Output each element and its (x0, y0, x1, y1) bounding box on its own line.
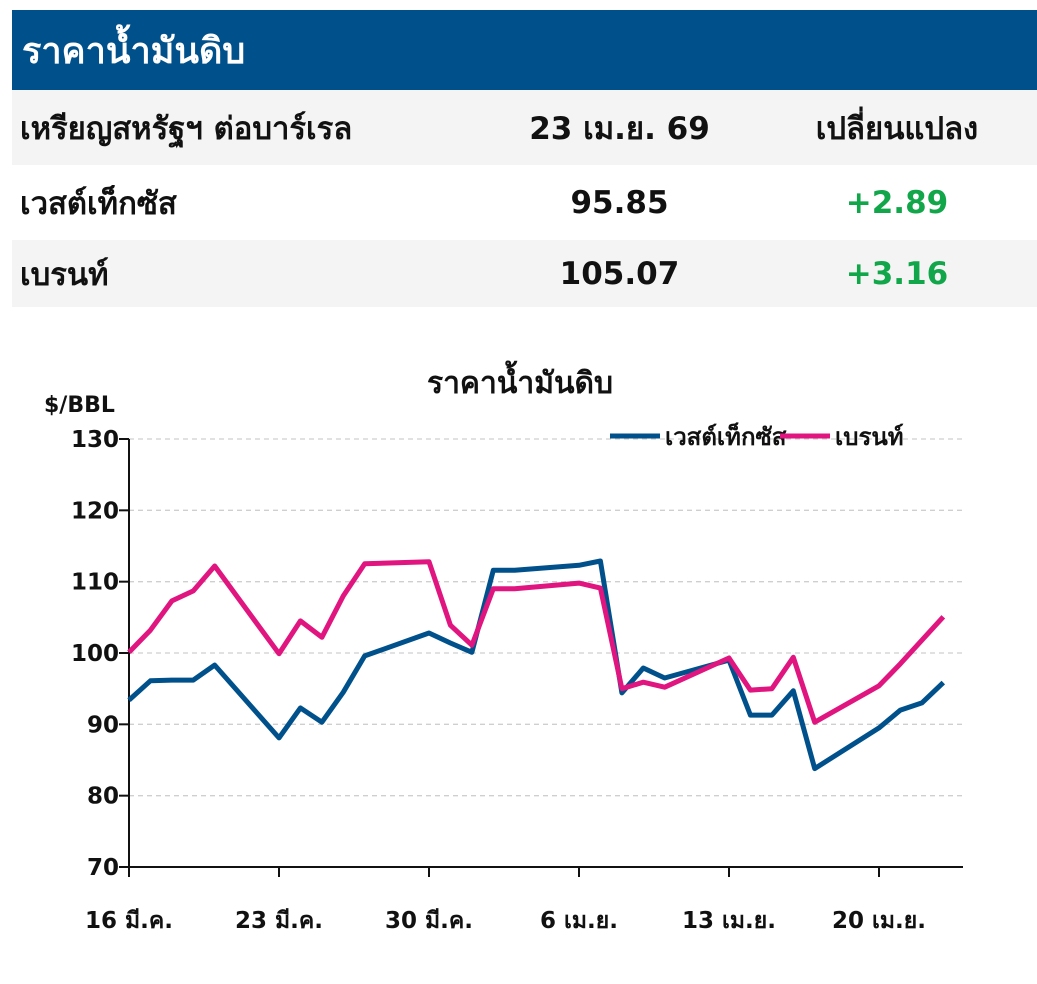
y-tick-label: 120 (71, 498, 119, 524)
oil-change: +2.89 (845, 184, 949, 221)
x-tick-label: 30 มี.ค. (385, 908, 473, 934)
y-tick-label: 80 (87, 784, 119, 810)
oil-name: เบรนท์ (20, 256, 109, 293)
legend-label: เวสต์เท็กซัส (665, 422, 787, 451)
series-line-brent (127, 559, 946, 725)
change-header: เปลี่ยนแปลง (815, 110, 979, 147)
x-tick-label: 23 มี.ค. (235, 908, 323, 934)
date-header: 23 เม.ย. 69 (529, 110, 710, 147)
oil-change: +3.16 (845, 255, 949, 292)
table-header-row: เหรียญสหรัฐฯ ต่อบาร์เรล 23 เม.ย. 69 เปลี… (12, 90, 1037, 165)
x-tick-label: 6 เม.ย. (540, 908, 618, 934)
x-tick-label: 20 เม.ย. (832, 908, 926, 934)
y-tick-label: 90 (87, 712, 119, 738)
oil-price: 95.85 (570, 184, 669, 221)
y-tick-label: 70 (87, 855, 119, 881)
price-table: ราคาน้ำมันดิบ เหรียญสหรัฐฯ ต่อบาร์เรล 23… (12, 10, 1037, 307)
table-row: เบรนท์ 105.07 +3.16 (12, 240, 1037, 307)
y-tick-label: 100 (71, 641, 119, 667)
oil-name: เวสต์เท็กซัส (20, 185, 177, 222)
series-line-wti (127, 558, 946, 772)
y-axis-label: $/BBL (44, 393, 115, 418)
legend-label: เบรนท์ (835, 423, 904, 451)
chart-title: ราคาน้ำมันดิบ (427, 360, 613, 401)
unit-header: เหรียญสหรัฐฯ ต่อบาร์เรล (20, 110, 353, 147)
x-tick-label: 13 เม.ย. (682, 908, 776, 934)
x-tick-label: 16 มี.ค. (85, 908, 173, 934)
table-title: ราคาน้ำมันดิบ (12, 10, 1037, 90)
table-row: เวสต์เท็กซัส 95.85 +2.89 (12, 165, 1037, 240)
y-tick-label: 110 (71, 570, 119, 596)
y-tick-label: 130 (71, 427, 119, 453)
oil-price: 105.07 (559, 255, 680, 292)
